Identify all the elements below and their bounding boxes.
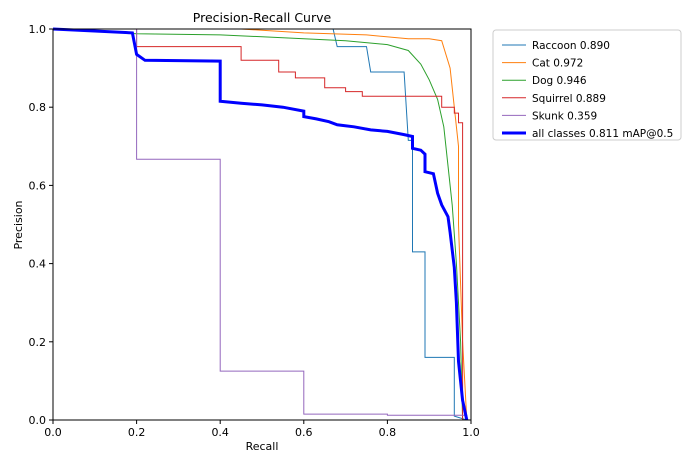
y-tick-label: 0.6 bbox=[29, 179, 47, 192]
y-tick-label: 0.8 bbox=[29, 101, 47, 114]
series-line-cat bbox=[53, 28, 468, 421]
y-tick-label: 0.4 bbox=[29, 258, 47, 271]
legend-box bbox=[492, 29, 682, 141]
x-tick-label: 0.2 bbox=[128, 426, 146, 439]
plot-frame bbox=[52, 28, 472, 421]
legend-label: Dog 0.946 bbox=[532, 75, 587, 87]
x-axis-label: Recall bbox=[246, 440, 279, 453]
series-line-raccoon bbox=[53, 28, 467, 421]
x-axis: 0.0 0.2 0.4 0.6 0.8 1.0 bbox=[44, 420, 480, 439]
series-line-dog bbox=[52, 28, 464, 421]
y-axis-label: Precision bbox=[12, 200, 25, 249]
legend-label: all classes 0.811 mAP@0.5 bbox=[532, 128, 673, 140]
y-tick-label: 1.0 bbox=[29, 23, 47, 36]
x-tick-label: 0.4 bbox=[211, 426, 229, 439]
legend-label: Cat 0.972 bbox=[532, 58, 583, 70]
series-line-all bbox=[52, 27, 469, 421]
series-line-skunk bbox=[53, 28, 468, 420]
legend-label: Raccoon 0.890 bbox=[532, 40, 610, 52]
series-line-squirrel bbox=[53, 28, 464, 420]
legend-label: Skunk 0.359 bbox=[532, 110, 597, 122]
x-tick-label: 1.0 bbox=[462, 426, 480, 439]
x-tick-label: 0.8 bbox=[379, 426, 397, 439]
x-tick-label: 0.0 bbox=[44, 426, 62, 439]
legend: Raccoon 0.890 Cat 0.972 Dog 0.946 Squirrel … bbox=[492, 29, 682, 141]
x-tick-label: 0.6 bbox=[295, 426, 313, 439]
series-layer bbox=[52, 27, 469, 421]
chart-title: Precision-Recall Curve bbox=[193, 10, 332, 25]
y-tick-label: 0.2 bbox=[29, 336, 47, 349]
y-tick-label: 0.0 bbox=[29, 414, 47, 427]
y-axis: 0.0 0.2 0.4 0.6 0.8 1.0 bbox=[29, 23, 53, 427]
legend-label: Squirrel 0.889 bbox=[532, 93, 606, 105]
